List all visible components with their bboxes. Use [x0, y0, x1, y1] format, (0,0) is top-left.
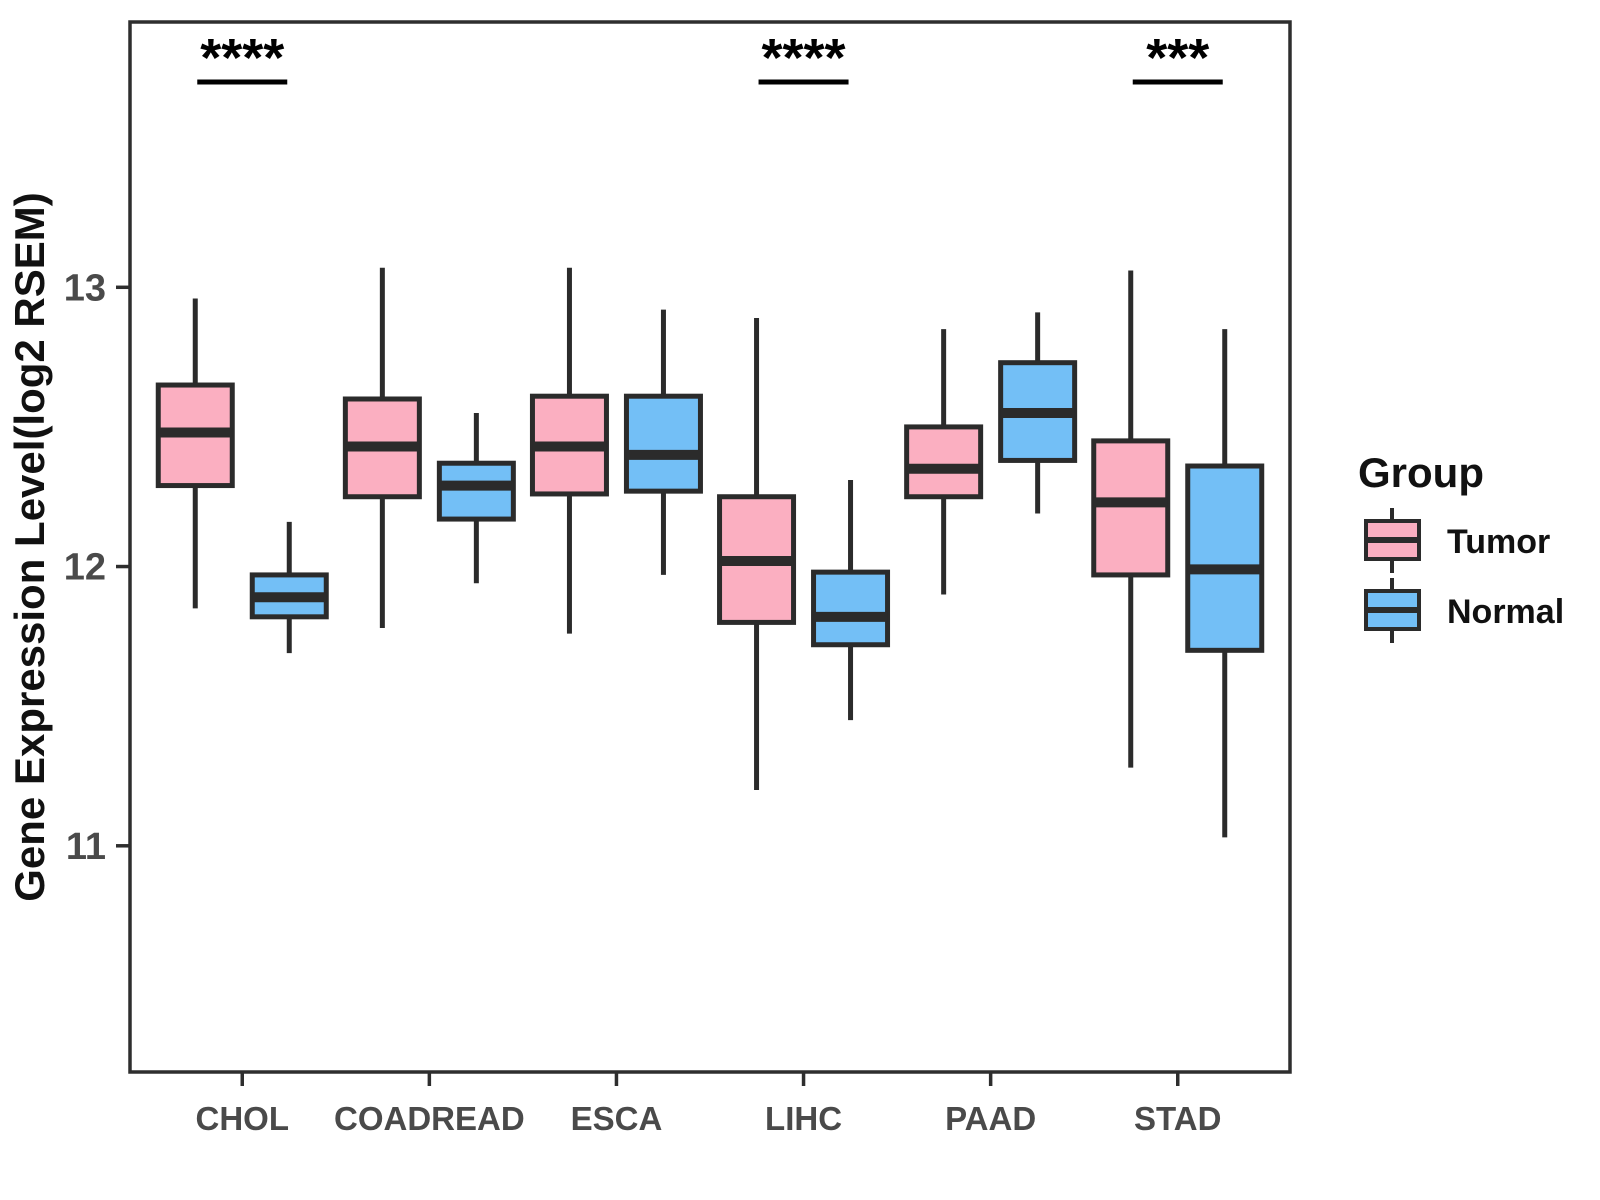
y-axis-title: Gene Expression Level(log2 RSEM) — [6, 192, 53, 902]
significance-stars: **** — [200, 28, 284, 88]
iqr-box — [1091, 438, 1171, 578]
x-tick-LIHC: LIHC — [765, 1072, 842, 1137]
iqr-box — [436, 460, 516, 522]
significance-LIHC: **** — [758, 28, 849, 88]
x-axis-label-CHOL: CHOL — [196, 1100, 290, 1137]
x-tick-ESCA: ESCA — [571, 1072, 663, 1137]
y-tick-11: 11 — [66, 826, 130, 868]
x-axis-label-PAAD: PAAD — [945, 1100, 1036, 1137]
x-axis-label-STAD: STAD — [1134, 1100, 1221, 1137]
box-CHOL-Tumor — [155, 298, 235, 609]
y-tick-label: 11 — [66, 826, 106, 868]
legend: Group Tumor Normal — [1358, 449, 1564, 643]
x-axis-label-COADREAD: COADREAD — [334, 1100, 525, 1137]
y-tick-12: 12 — [64, 547, 130, 589]
x-tick-STAD: STAD — [1134, 1072, 1221, 1137]
x-axis-label-LIHC: LIHC — [765, 1100, 842, 1137]
x-tick-COADREAD: COADREAD — [334, 1072, 525, 1137]
significance-CHOL: **** — [197, 28, 288, 88]
y-tick-label: 13 — [64, 267, 106, 309]
legend-key-tumor: Tumor — [1364, 508, 1550, 573]
legend-label-normal: Normal — [1447, 593, 1564, 631]
box-PAAD-Tumor — [904, 329, 984, 595]
x-tick-PAAD: PAAD — [945, 1072, 1036, 1137]
box-ESCA-Normal — [623, 309, 703, 575]
box-STAD-Normal — [1185, 329, 1265, 838]
box-LIHC-Normal — [811, 479, 891, 721]
box-CHOL-Normal — [249, 521, 329, 654]
y-tick-label: 12 — [64, 547, 106, 589]
iqr-box — [904, 424, 984, 500]
significance-stars: *** — [1146, 28, 1209, 88]
legend-key-normal: Normal — [1364, 578, 1564, 643]
significance-stars: **** — [762, 28, 846, 88]
box-LIHC-Tumor — [717, 318, 797, 790]
iqr-box — [1185, 463, 1265, 653]
iqr-box — [623, 393, 703, 494]
legend-label-tumor: Tumor — [1447, 523, 1550, 561]
iqr-box — [811, 569, 891, 648]
box-PAAD-Normal — [998, 312, 1078, 514]
x-tick-CHOL: CHOL — [196, 1072, 290, 1137]
box-ESCA-Tumor — [529, 267, 609, 634]
legend-title: Group — [1358, 449, 1484, 496]
box-COADREAD-Normal — [436, 412, 516, 584]
x-axis-label-ESCA: ESCA — [571, 1100, 663, 1137]
box-STAD-Tumor — [1091, 270, 1171, 768]
y-tick-13: 13 — [64, 267, 130, 309]
significance-STAD: *** — [1132, 28, 1223, 88]
box-COADREAD-Tumor — [342, 267, 422, 628]
